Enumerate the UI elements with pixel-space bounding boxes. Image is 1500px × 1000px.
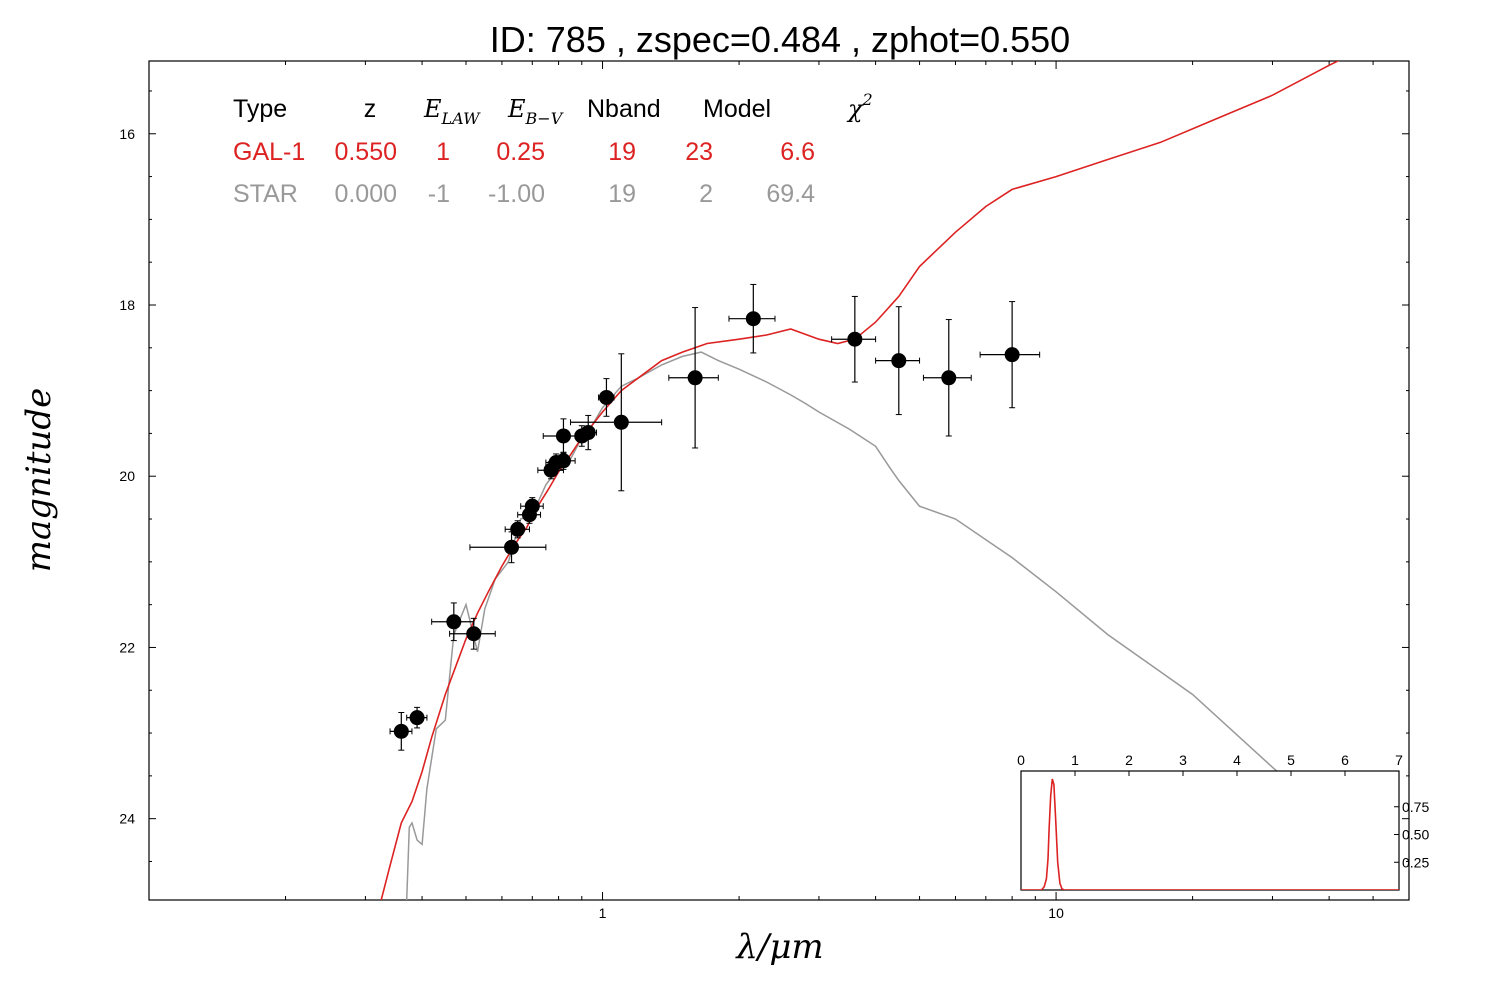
y-tick-label: 18 xyxy=(119,297,135,313)
inset-x-tick-label: 0 xyxy=(1017,752,1025,768)
inset-x-tick-label: 4 xyxy=(1233,752,1241,768)
inset-frame xyxy=(1020,770,1400,891)
table-row: GAL-1 0.550 1 0.25 19 23 6.6 xyxy=(233,138,815,166)
point-marker xyxy=(580,425,596,441)
point-marker xyxy=(466,626,482,642)
point-marker xyxy=(524,498,540,514)
table-cell-ebv: 0.25 xyxy=(496,138,545,166)
point-marker xyxy=(687,370,703,386)
data-point xyxy=(728,283,776,354)
data-point xyxy=(875,306,921,416)
x-axis-label: λ/μm xyxy=(734,927,823,967)
inset-x-tick-label: 5 xyxy=(1287,752,1295,768)
point-marker xyxy=(598,389,614,405)
table-header-nband: Nband xyxy=(587,95,661,123)
x-tick-label: 1 xyxy=(599,905,607,921)
point-marker xyxy=(504,539,520,555)
galaxy-model-curve xyxy=(380,61,1340,900)
inset-x-tick-label: 2 xyxy=(1125,752,1133,768)
photometry-points xyxy=(389,283,1041,751)
point-marker xyxy=(555,428,571,444)
data-point xyxy=(598,378,615,417)
data-point xyxy=(520,497,544,516)
table-header-elaw: ELAW xyxy=(423,95,481,128)
table-cell-nband: 19 xyxy=(608,180,636,208)
table-header-chi2: χ2 xyxy=(846,90,873,123)
pdz-curve xyxy=(1021,778,1399,890)
point-marker xyxy=(393,723,409,739)
fit-table: Type z ELAW EB−V Nband Model χ2 GAL-1 0.5… xyxy=(233,90,873,208)
data-point xyxy=(579,414,598,451)
data-point xyxy=(504,520,530,539)
data-point xyxy=(550,451,576,470)
inset-axis-ticks: 0 1 2 3 4 5 6 7 0.25 0.50 0.75 xyxy=(1017,752,1429,870)
table-cell-chi2: 6.6 xyxy=(780,138,815,166)
chart-title: ID: 785 , zspec=0.484 , zphot=0.550 xyxy=(490,19,1070,60)
y-tick-label: 20 xyxy=(119,468,135,484)
table-cell-chi2: 69.4 xyxy=(766,180,815,208)
point-marker xyxy=(745,311,761,327)
data-point xyxy=(570,353,663,492)
y-axis-label: magnitude xyxy=(19,388,59,573)
table-cell-ebv: -1.00 xyxy=(488,180,545,208)
table-cell-z: 0.550 xyxy=(334,138,397,166)
pdz-inset: 0 1 2 3 4 5 6 7 0.25 0.50 0.75 xyxy=(1017,752,1429,891)
point-marker xyxy=(1004,347,1020,363)
table-cell-z: 0.000 xyxy=(334,180,397,208)
data-point xyxy=(449,617,496,650)
point-marker xyxy=(613,414,629,430)
inset-y-tick-label: 0.75 xyxy=(1402,799,1429,815)
data-point xyxy=(979,301,1041,409)
model-curves xyxy=(380,61,1393,900)
inset-x-tick-label: 3 xyxy=(1179,752,1187,768)
y-tick-label: 16 xyxy=(119,126,135,142)
data-point xyxy=(542,418,583,454)
table-header-ebv: EB−V xyxy=(507,95,564,128)
table-cell-model: 23 xyxy=(685,138,713,166)
table-row: STAR 0.000 -1 -1.00 19 2 69.4 xyxy=(233,180,815,208)
star-model-curve xyxy=(405,351,1393,900)
y-tick-label: 24 xyxy=(119,811,135,827)
point-marker xyxy=(409,710,425,726)
y-tick-label: 22 xyxy=(119,639,135,655)
table-header-z: z xyxy=(364,95,377,123)
table-cell-type: GAL-1 xyxy=(233,138,305,166)
table-cell-model: 2 xyxy=(699,180,713,208)
table-header-model: Model xyxy=(703,95,771,123)
pdz-line xyxy=(1021,778,1399,890)
main-plot-frame xyxy=(148,60,1410,901)
point-marker xyxy=(941,370,957,386)
inset-x-tick-label: 7 xyxy=(1395,752,1403,768)
point-marker xyxy=(510,521,526,537)
data-point xyxy=(668,307,719,449)
table-cell-nband: 19 xyxy=(608,138,636,166)
table-cell-elaw: -1 xyxy=(428,180,450,208)
inset-y-tick-label: 0.50 xyxy=(1402,827,1429,843)
point-marker xyxy=(446,614,462,630)
inset-x-tick-label: 6 xyxy=(1341,752,1349,768)
inset-y-tick-label: 0.25 xyxy=(1402,854,1429,870)
table-cell-type: STAR xyxy=(233,180,298,208)
table-header-type: Type xyxy=(233,95,287,123)
table-cell-elaw: 1 xyxy=(436,138,450,166)
data-point xyxy=(922,319,972,437)
data-point xyxy=(831,295,877,383)
table-rows: GAL-1 0.550 1 0.25 19 23 6.6 STAR 0.000 -1 -1.00 19… xyxy=(233,138,815,208)
point-marker xyxy=(555,453,571,469)
inset-x-tick-label: 1 xyxy=(1071,752,1079,768)
x-tick-label: 10 xyxy=(1048,905,1064,921)
point-marker xyxy=(847,331,863,347)
data-point xyxy=(469,531,547,564)
data-point xyxy=(406,706,428,729)
point-marker xyxy=(891,353,907,369)
data-point xyxy=(389,712,413,751)
